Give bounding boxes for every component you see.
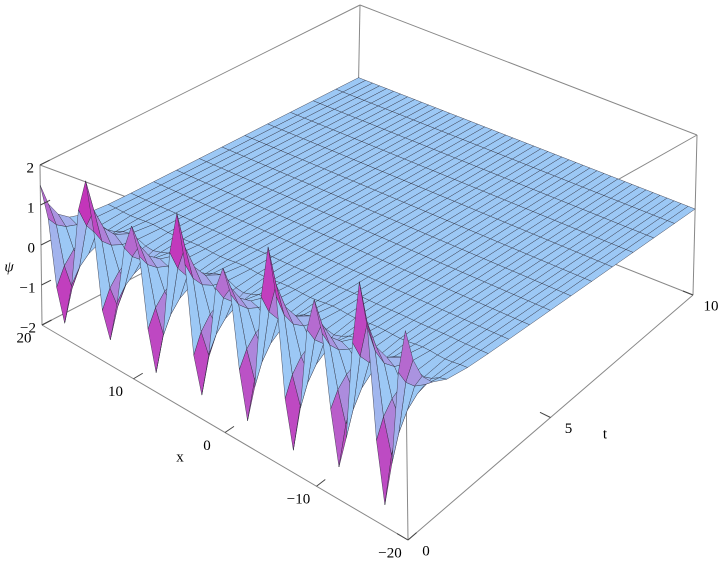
t-tick-label: 10 [704,298,718,314]
t-tick [396,533,409,541]
psi-tick [41,319,52,326]
psi-tick-label: −2 [20,320,36,336]
x-tick-label: −20 [378,545,401,561]
t-tick [539,411,551,418]
psi-tick-label: 1 [27,200,35,216]
psi-axis-label: ψ [4,259,14,275]
x-tick-label: 10 [108,384,123,400]
psi-tick-label: 2 [27,160,35,176]
t-tick-label: 5 [565,421,573,437]
x-tick-label: −10 [287,492,310,508]
t-tick-label: 0 [422,543,430,559]
x-axis-label: x [176,449,184,465]
surface [40,77,696,505]
psi-tick [40,239,51,246]
box-edge [692,134,698,296]
x-tick [133,372,143,380]
box-edge [39,4,361,166]
box-edge [359,4,698,136]
t-axis-label: t [603,426,608,442]
t-tick [682,290,694,296]
psi-tick [41,279,52,286]
x-tick [316,479,326,487]
x-tick-label: 20 [17,330,32,346]
psi-tick [39,159,50,166]
psi-tick-label: −1 [20,280,36,296]
x-tick-label: 0 [203,438,211,454]
surface-patch [398,330,414,383]
x-tick [407,532,417,541]
x-tick [224,425,235,433]
psi-tick-label: 0 [28,240,36,256]
psi-tick [40,199,51,206]
